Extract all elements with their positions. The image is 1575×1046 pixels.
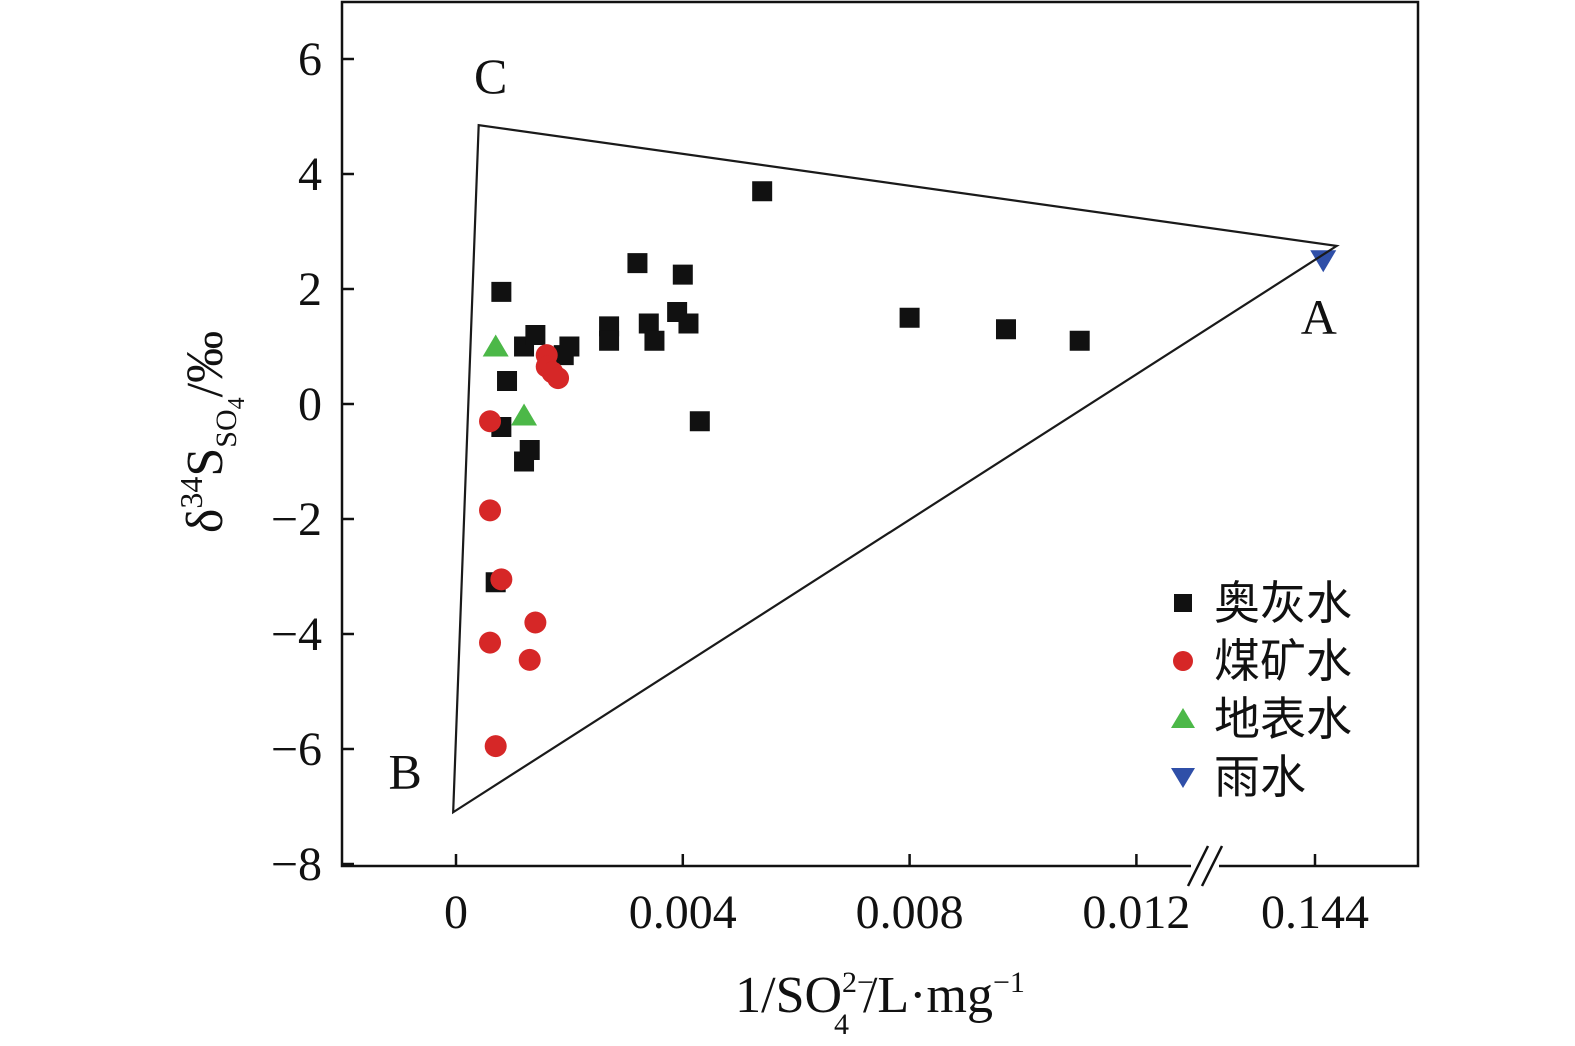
vertex-label-b: B — [388, 743, 421, 799]
axis-break-mark-2 — [1200, 845, 1224, 887]
data-point-series4-1 — [1310, 250, 1337, 273]
data-point-series2-6 — [479, 499, 502, 522]
axis-break-gap — [1191, 860, 1219, 872]
mixing-triangle-outline — [451, 123, 1340, 815]
data-point-series1-1 — [491, 281, 512, 302]
y-axis-title: δ34SSO4/‰ — [173, 331, 250, 533]
data-point-series2-7 — [490, 568, 513, 591]
data-point-series1-21 — [899, 307, 920, 328]
x-tick-label-3: 0.008 — [856, 886, 964, 939]
data-point-series1-4 — [497, 371, 518, 391]
data-point-series1-17 — [672, 264, 693, 285]
data-point-series1-23 — [1069, 330, 1090, 351]
y-tick-label-4: 0 — [298, 378, 322, 431]
x-tick-label-5: 0.144 — [1261, 886, 1369, 939]
x-tick-label-4: 0.012 — [1082, 886, 1190, 939]
vertex-label-c: C — [474, 48, 507, 104]
legend-marker-4 — [1171, 768, 1195, 788]
plot-frame-border — [340, 0, 1420, 868]
legend-label-1: 奥灰水 — [1214, 576, 1352, 630]
vertex-label-a: A — [1301, 289, 1337, 345]
plot-frame — [340, 0, 1420, 868]
y-tick-label-1: 6 — [298, 33, 322, 86]
data-point-series1-20 — [752, 181, 773, 202]
legend-label-4: 雨水 — [1214, 750, 1306, 804]
data-point-series1-13 — [627, 253, 648, 274]
axis-break-mark-1 — [1186, 845, 1210, 887]
data-point-series2-5 — [547, 367, 570, 390]
scatter-plot — [479, 181, 1337, 758]
data-point-series1-15 — [644, 330, 665, 351]
x-tick-label-2: 0.004 — [629, 886, 737, 939]
data-point-series1-19 — [689, 411, 710, 432]
data-point-series3-2 — [511, 403, 538, 426]
x-axis-title: 1/SO2− 4/L·mg−1 — [735, 966, 1025, 1041]
data-point-series1-14 — [638, 313, 659, 334]
y-tick-label-7: −6 — [271, 723, 322, 776]
y-tick-label-5: −2 — [271, 493, 322, 546]
data-point-series2-8 — [524, 611, 547, 634]
data-point-series2-1 — [479, 410, 502, 433]
data-point-series2-10 — [479, 631, 502, 654]
data-point-series3-1 — [482, 334, 509, 357]
legend-marker-3 — [1171, 708, 1195, 728]
x-axis: 0 0.004 0.008 0.012 0.144 — [444, 845, 1369, 939]
data-point-series1-12 — [599, 330, 620, 351]
y-tick-label-2: 4 — [298, 148, 322, 201]
legend-marker-1 — [1174, 594, 1192, 612]
y-tick-label-3: 2 — [298, 263, 322, 316]
data-point-series2-9 — [518, 648, 541, 671]
legend-marker-2 — [1173, 651, 1193, 671]
data-point-series1-22 — [995, 319, 1016, 340]
data-point-series1-18 — [678, 313, 699, 334]
data-point-series1-10 — [559, 336, 580, 357]
y-axis: 6 4 2 0 −2 −4 −6 −8 — [271, 33, 354, 891]
mixing-triangle: A B C — [388, 48, 1340, 815]
x-tick-label-1: 0 — [444, 886, 468, 939]
data-point-series1-7 — [519, 440, 540, 460]
legend-label-3: 地表水 — [1214, 692, 1352, 746]
data-point-series1-3 — [525, 325, 546, 345]
y-tick-label-6: −4 — [271, 608, 322, 661]
data-point-series2-11 — [484, 735, 507, 758]
y-tick-label-8: −8 — [271, 838, 322, 891]
legend-label-2: 煤矿水 — [1214, 634, 1352, 688]
